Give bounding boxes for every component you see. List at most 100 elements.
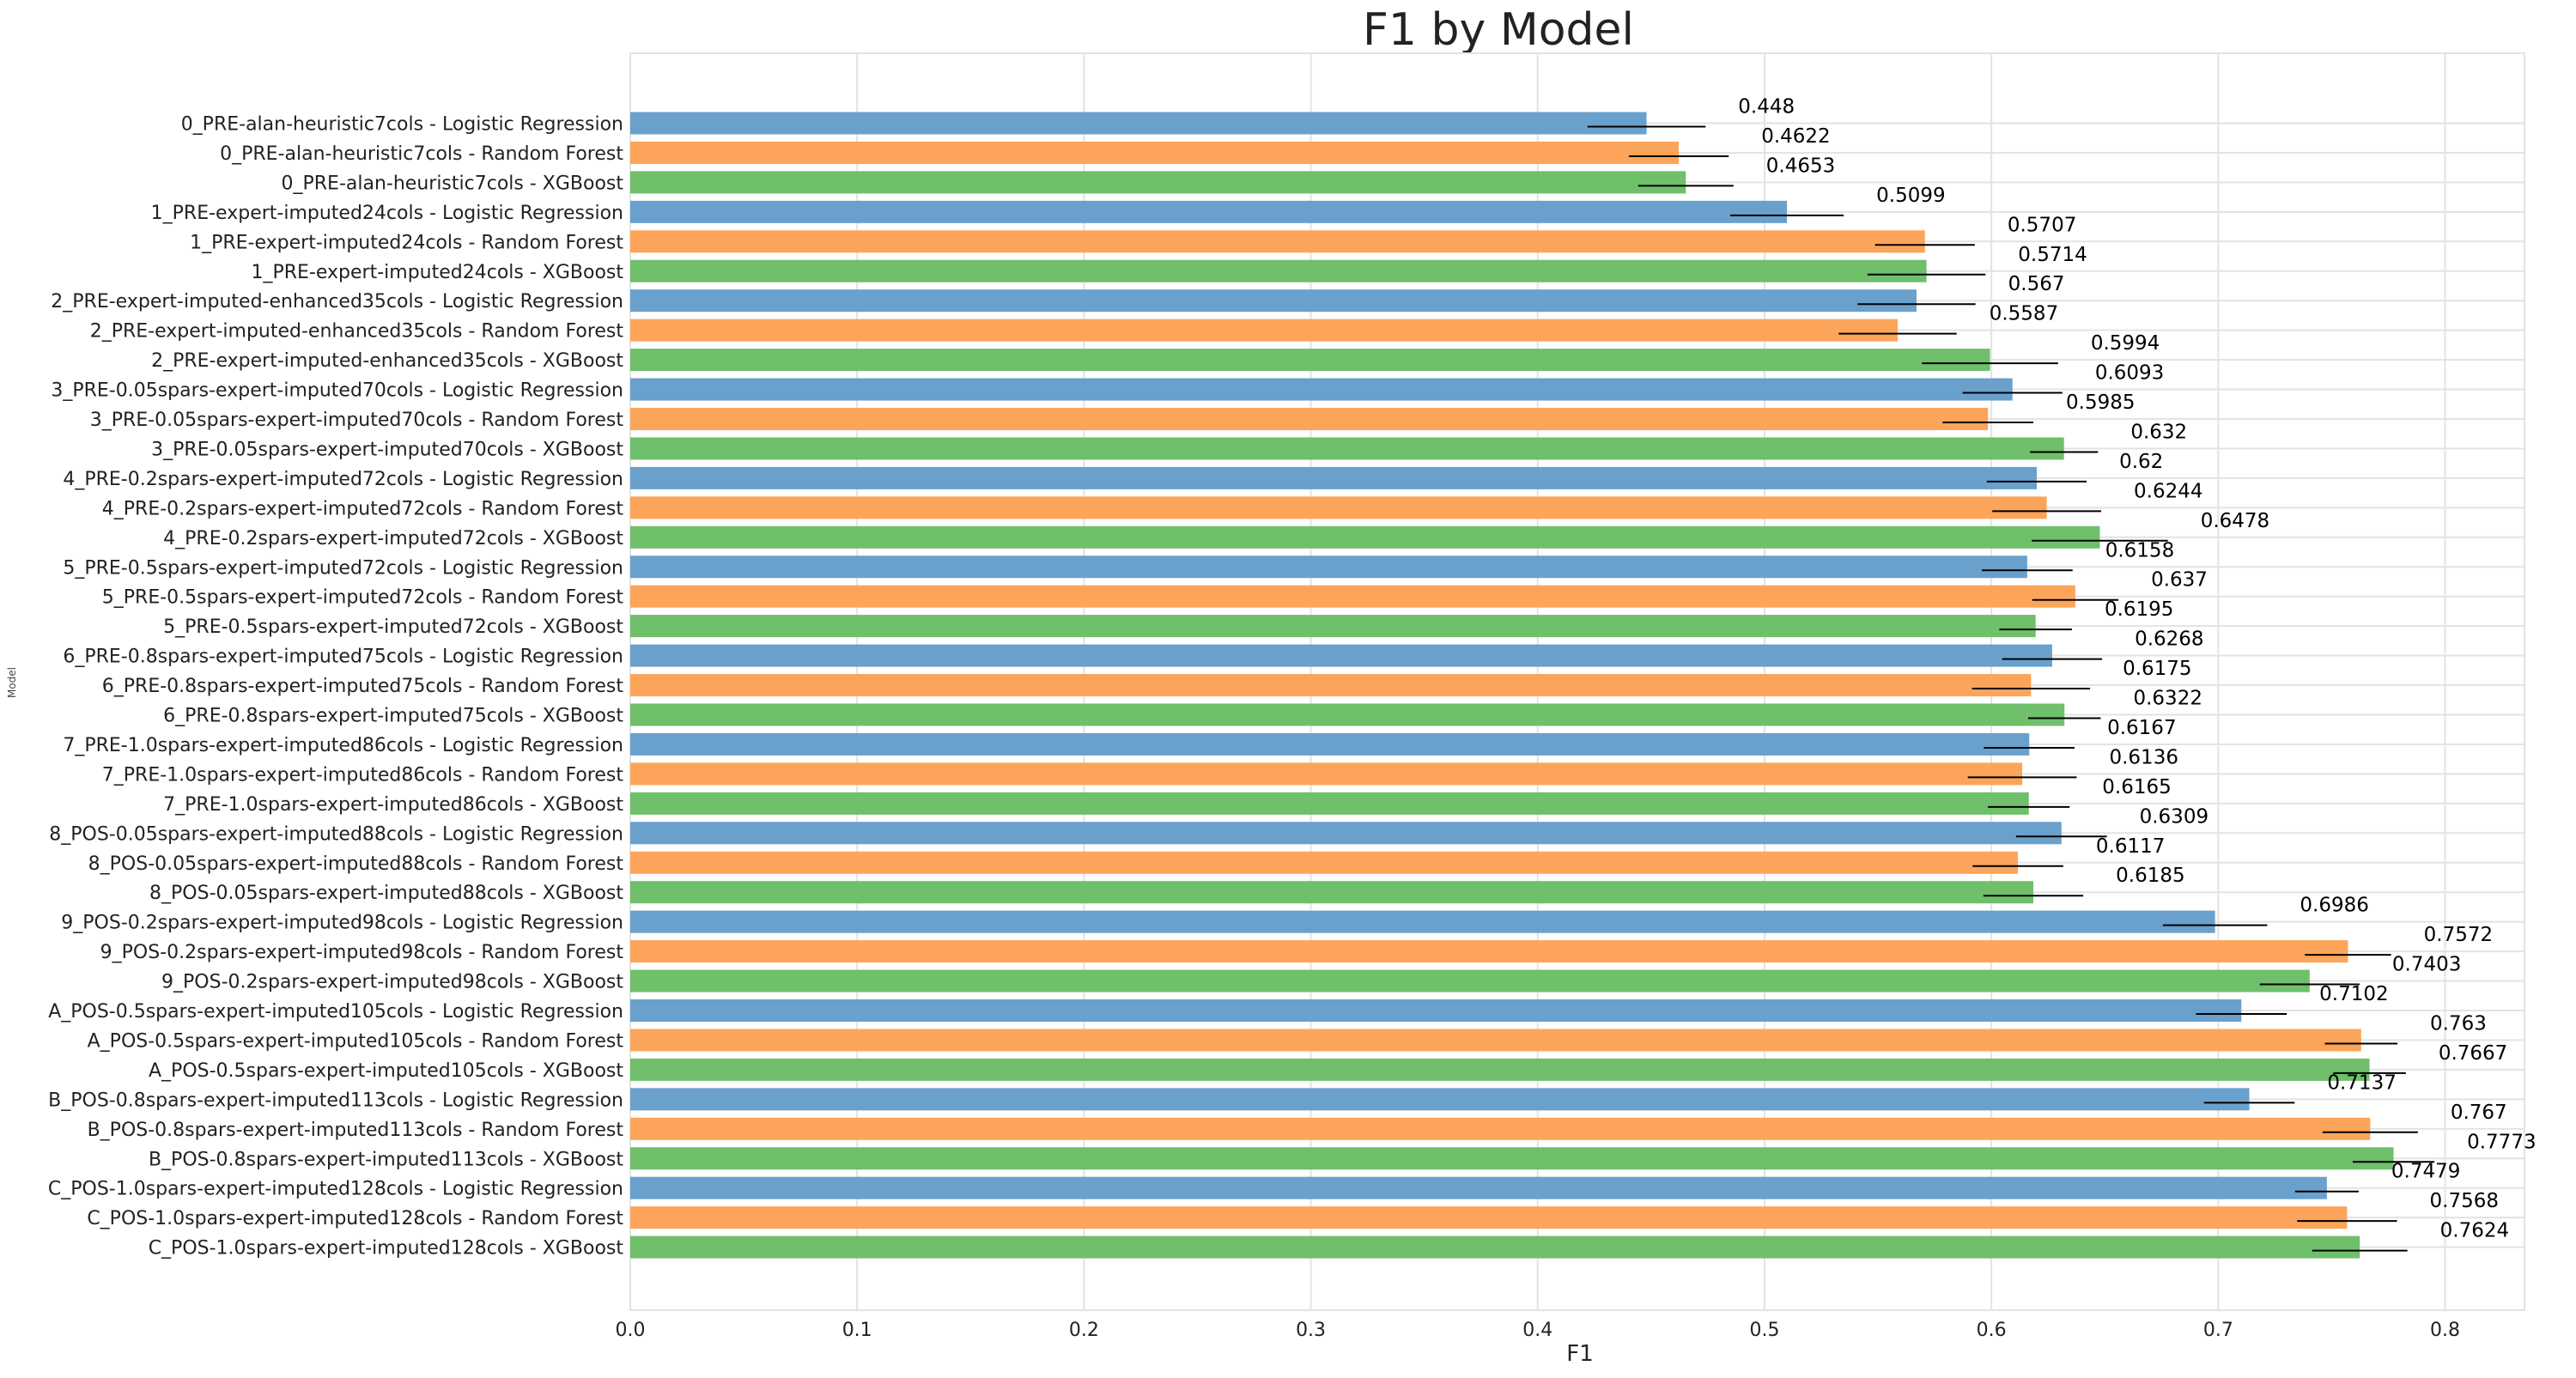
- bar: [630, 703, 2065, 726]
- bar: [630, 141, 1680, 164]
- bar: [630, 1206, 2348, 1229]
- x-tick-label: 0.6: [1977, 1320, 2007, 1341]
- x-tick-labels-layer: 0.0 0.1 0.2 0.3 0.4 0.5 0.6 0.7 0.8: [616, 1320, 2461, 1341]
- y-tick-label: 3_PRE-0.05spars-expert-imputed70cols - L…: [51, 380, 623, 402]
- bar: [630, 466, 2037, 489]
- value-label: 0.6167: [2107, 717, 2176, 739]
- y-tick-label: 4_PRE-0.2spars-expert-imputed72cols - Lo…: [63, 469, 623, 490]
- y-tick-label: 0_PRE-alan-heuristic7cols - Logistic Reg…: [181, 114, 623, 136]
- value-label: 0.767: [2451, 1102, 2507, 1124]
- bar: [630, 1235, 2360, 1259]
- value-label: 0.6158: [2105, 539, 2174, 562]
- bar: [630, 1176, 2327, 1199]
- y-tick-label: 0_PRE-alan-heuristic7cols - Random Fores…: [220, 143, 623, 165]
- value-label: 0.6478: [2201, 510, 2269, 532]
- bar: [630, 259, 1927, 282]
- y-tick-label: C_POS-1.0spars-expert-imputed128cols - X…: [149, 1238, 624, 1260]
- bar: [630, 822, 2062, 845]
- y-tick-label: 7_PRE-1.0spars-expert-imputed86cols - XG…: [163, 794, 623, 816]
- bar: [630, 378, 2013, 401]
- bar: [630, 525, 2100, 549]
- bar: [630, 496, 2047, 519]
- bar: [630, 200, 1788, 223]
- x-axis-label: F1: [1566, 1341, 1594, 1367]
- y-axis-label: Model: [6, 667, 18, 698]
- value-label: 0.7137: [2327, 1071, 2396, 1094]
- bar: [630, 762, 2023, 786]
- bar: [630, 408, 1989, 430]
- value-label: 0.6136: [2109, 746, 2178, 768]
- bar: [630, 230, 1925, 253]
- y-tick-label: A_POS-0.5spars-expert-imputed105cols - R…: [88, 1030, 624, 1052]
- y-tick-label: 4_PRE-0.2spars-expert-imputed72cols - XG…: [163, 528, 623, 549]
- y-tick-label: 6_PRE-0.8spars-expert-imputed75cols - Ra…: [102, 676, 624, 697]
- value-label: 0.6165: [2102, 776, 2171, 798]
- y-tick-label: 6_PRE-0.8spars-expert-imputed75cols - Lo…: [63, 647, 623, 668]
- bars-layer: [630, 112, 2394, 1259]
- value-label: 0.5985: [2066, 392, 2135, 414]
- bar: [630, 881, 2034, 904]
- x-tick-label: 0.0: [616, 1320, 646, 1341]
- x-tick-label: 0.5: [1749, 1320, 1779, 1341]
- y-tick-label: 3_PRE-0.05spars-expert-imputed70cols - R…: [90, 410, 624, 431]
- bar: [630, 674, 2032, 697]
- y-tick-label: 9_POS-0.2spars-expert-imputed98cols - Lo…: [61, 913, 623, 934]
- bar: [630, 792, 2029, 815]
- x-tick-label: 0.1: [842, 1320, 872, 1341]
- bar: [630, 1088, 2250, 1111]
- x-tick-label: 0.8: [2430, 1320, 2460, 1341]
- value-label: 0.6185: [2116, 865, 2184, 887]
- bar: [630, 1117, 2371, 1140]
- value-label: 0.567: [2008, 273, 2065, 295]
- y-tick-label: 0_PRE-alan-heuristic7cols - XGBoost: [282, 173, 624, 194]
- bar: [630, 851, 2019, 874]
- y-tick-label: 7_PRE-1.0spars-expert-imputed86cols - Lo…: [63, 735, 623, 756]
- bar: [630, 171, 1686, 194]
- value-label: 0.6322: [2133, 688, 2202, 710]
- y-tick-label: B_POS-0.8spars-expert-imputed113cols - R…: [88, 1120, 624, 1141]
- value-label: 0.4653: [1766, 155, 1835, 177]
- y-tick-label: C_POS-1.0spars-expert-imputed128cols - R…: [87, 1208, 623, 1229]
- y-tick-label: A_POS-0.5spars-expert-imputed105cols - X…: [149, 1060, 623, 1082]
- value-label: 0.6175: [2123, 658, 2191, 680]
- x-tick-label: 0.4: [1522, 1320, 1552, 1341]
- bar: [630, 615, 2036, 638]
- y-tick-label: 5_PRE-0.5spars-expert-imputed72cols - XG…: [163, 616, 623, 638]
- y-tick-label: C_POS-1.0spars-expert-imputed128cols - L…: [48, 1179, 623, 1200]
- value-label: 0.7667: [2439, 1042, 2507, 1065]
- value-label: 0.7572: [2424, 924, 2493, 946]
- value-label: 0.448: [1738, 96, 1795, 118]
- value-label: 0.4622: [1761, 125, 1830, 148]
- y-tick-label: 1_PRE-expert-imputed24cols - Logistic Re…: [151, 203, 623, 224]
- bar: [630, 1147, 2394, 1170]
- value-label: 0.7773: [2467, 1131, 2536, 1153]
- y-tick-label: 7_PRE-1.0spars-expert-imputed86cols - Ra…: [102, 764, 624, 786]
- value-label: 0.632: [2130, 421, 2187, 443]
- y-tick-label: 9_POS-0.2spars-expert-imputed98cols - XG…: [161, 972, 623, 993]
- bar: [630, 1058, 2370, 1081]
- value-label: 0.6986: [2300, 895, 2368, 917]
- value-label: 0.5587: [1990, 303, 2058, 325]
- error-bars-layer: [1587, 125, 2435, 1252]
- y-tick-label: 4_PRE-0.2spars-expert-imputed72cols - Ra…: [102, 498, 624, 519]
- x-tick-label: 0.3: [1296, 1320, 1326, 1341]
- bar: [630, 1029, 2361, 1052]
- bar: [630, 644, 2052, 667]
- value-label: 0.7568: [2430, 1190, 2499, 1212]
- value-label: 0.5099: [1876, 185, 1945, 207]
- value-label: 0.6195: [2105, 598, 2173, 621]
- bar: [630, 732, 2030, 756]
- value-label: 0.6117: [2096, 835, 2165, 858]
- value-label: 0.6268: [2135, 628, 2203, 651]
- bar: [630, 585, 2075, 608]
- value-label: 0.6309: [2140, 805, 2208, 828]
- y-tick-label: A_POS-0.5spars-expert-imputed105cols - L…: [48, 1001, 623, 1023]
- x-tick-label: 0.7: [2203, 1320, 2233, 1341]
- bar: [630, 319, 1899, 342]
- value-label: 0.7624: [2440, 1220, 2509, 1242]
- y-tick-label: 8_POS-0.05spars-expert-imputed88cols - X…: [149, 883, 623, 904]
- y-tick-label: 2_PRE-expert-imputed-enhanced35cols - Lo…: [51, 291, 623, 313]
- y-tick-label: 5_PRE-0.5spars-expert-imputed72cols - Lo…: [63, 557, 623, 579]
